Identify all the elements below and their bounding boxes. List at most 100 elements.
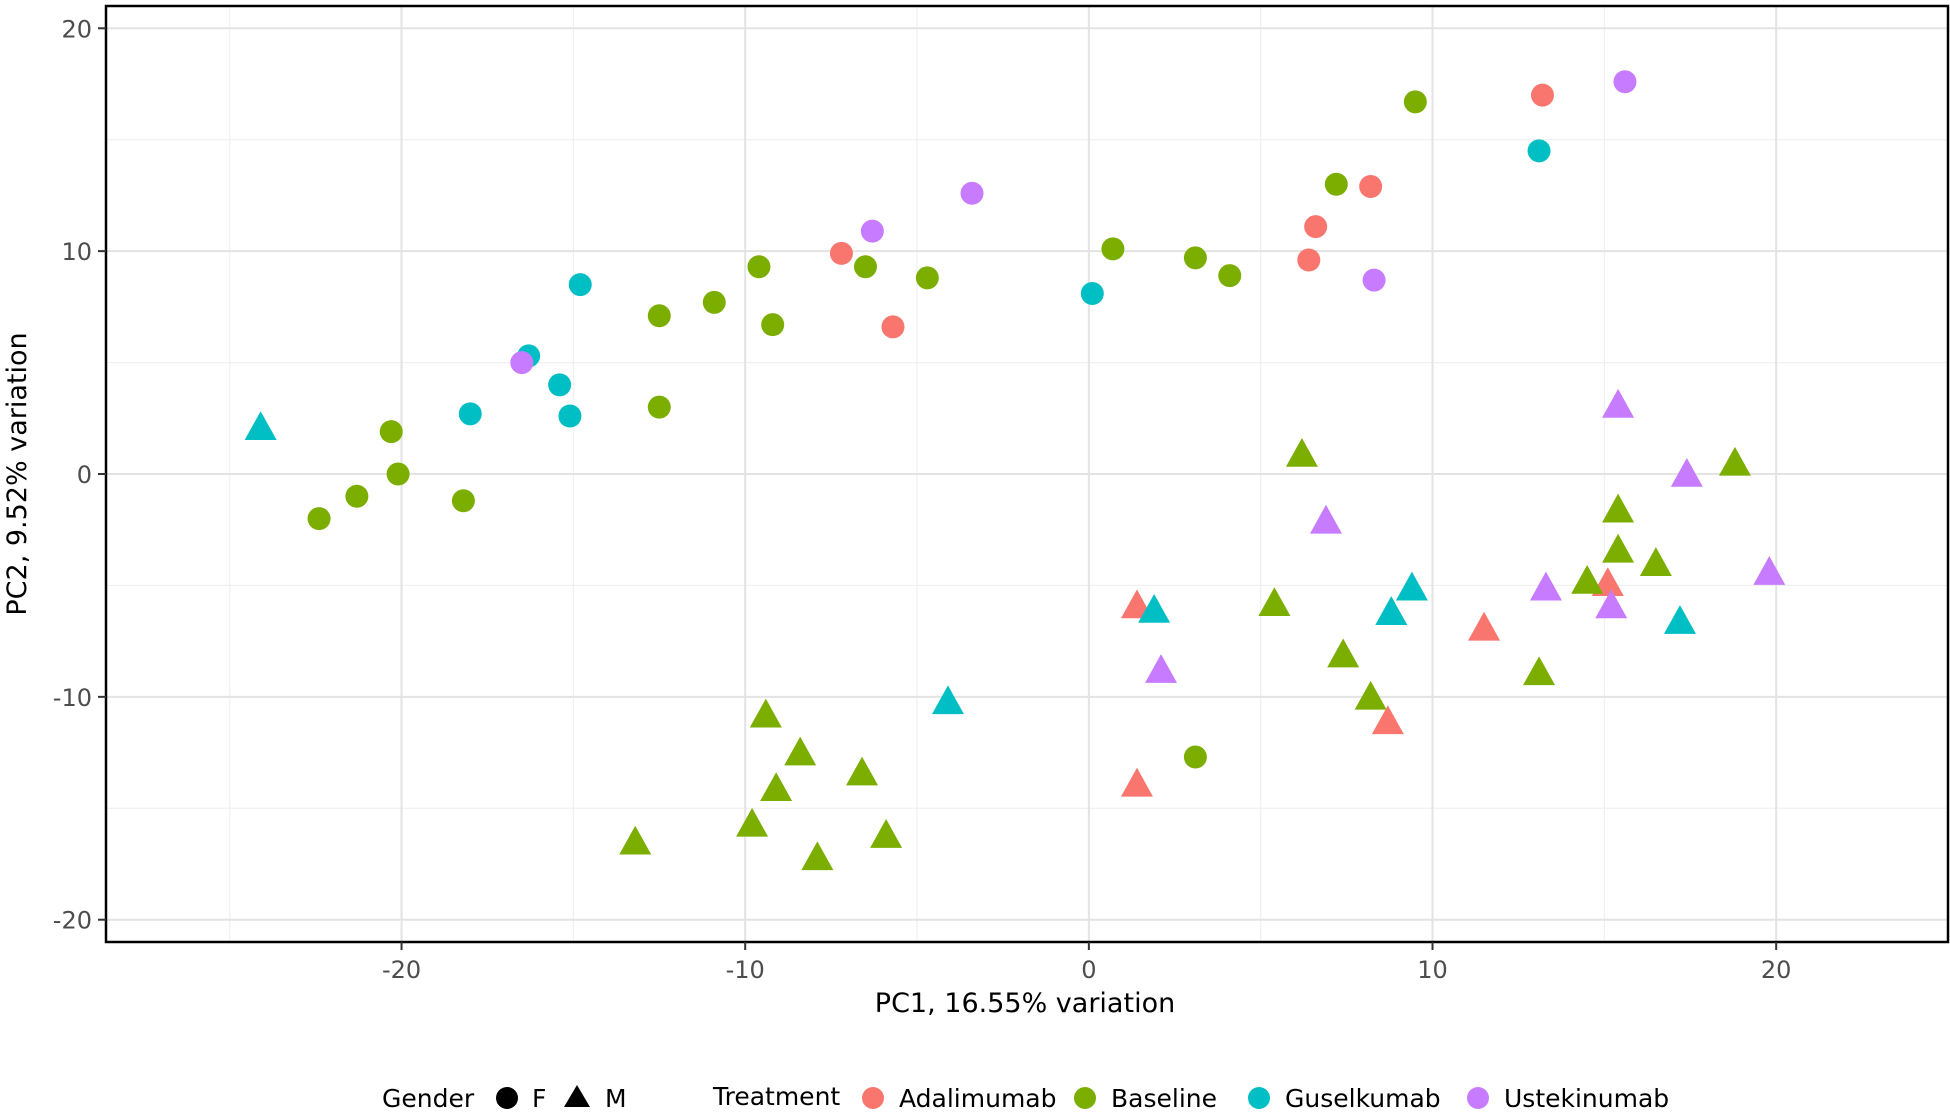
data-point-triangle: [1468, 611, 1501, 641]
data-point-circle: [1183, 745, 1207, 769]
data-point-triangle: [1753, 556, 1786, 585]
data-point-triangle: [1327, 638, 1360, 668]
data-point-circle: [1101, 237, 1125, 261]
data-point-circle: [1530, 83, 1554, 107]
data-point-triangle: [749, 698, 782, 728]
x-tick-label: 10: [1417, 956, 1448, 984]
data-point-circle: [647, 395, 671, 419]
data-point-circle: [1324, 172, 1348, 196]
data-point-triangle: [1395, 571, 1428, 601]
y-axis-title: PC2, 9.52% variation: [2, 332, 33, 615]
data-point-triangle: [931, 685, 964, 715]
series-ustekinumab: [510, 70, 1786, 683]
data-point-circle: [1080, 281, 1104, 305]
data-point-circle: [853, 255, 877, 279]
legend-key-baseline: [1074, 1087, 1096, 1109]
data-point-circle: [510, 351, 534, 375]
y-tick-label: 20: [61, 15, 92, 43]
data-point-circle: [1304, 215, 1328, 239]
data-point-circle: [647, 304, 671, 328]
series-baseline: [307, 90, 1751, 871]
x-tick-label: -20: [382, 956, 421, 984]
data-point-triangle: [760, 772, 793, 802]
data-point-circle: [548, 373, 572, 397]
y-tick-label: 0: [77, 461, 92, 489]
data-point-circle: [1297, 248, 1321, 272]
data-point-triangle: [1571, 564, 1604, 594]
x-tick-label: 0: [1081, 956, 1096, 984]
legend-gender-m-label: M: [605, 1084, 627, 1113]
legend-treatment-title: Treatment: [712, 1082, 840, 1111]
data-point-circle: [747, 255, 771, 279]
data-point-triangle: [244, 411, 277, 440]
legend-gender-title: Gender: [382, 1084, 475, 1113]
data-point-circle: [860, 219, 884, 243]
series-guselkumab: [244, 139, 1696, 715]
data-point-triangle: [1602, 388, 1635, 418]
y-tick-label: 10: [61, 238, 92, 266]
legend-label-adalimumab: Adalimumab: [899, 1084, 1056, 1113]
data-point-triangle: [1354, 680, 1387, 710]
data-point-triangle: [1285, 437, 1318, 467]
data-point-triangle: [1138, 593, 1171, 623]
data-point-triangle: [846, 756, 879, 786]
data-point-circle: [1218, 264, 1242, 288]
data-point-circle: [1527, 139, 1551, 163]
data-point-triangle: [619, 825, 652, 855]
data-point-triangle: [1258, 587, 1291, 617]
data-point-triangle: [1371, 705, 1404, 735]
y-tick-label: -20: [53, 907, 92, 935]
data-point-triangle: [870, 819, 903, 848]
data-point-circle: [881, 315, 905, 339]
y-tick-label: -10: [53, 684, 92, 712]
x-tick-label: -10: [726, 956, 765, 984]
data-point-circle: [960, 181, 984, 205]
data-point-triangle: [1145, 654, 1178, 683]
data-point-triangle: [1120, 767, 1153, 797]
grid: [106, 6, 1948, 942]
data-point-triangle: [1602, 493, 1635, 523]
data-point-triangle: [1602, 533, 1635, 563]
legend-treatment: Treatment Adalimumab Baseline Guselkumab Us…: [712, 1082, 1669, 1113]
data-point-circle: [702, 290, 726, 314]
legend-label-baseline: Baseline: [1111, 1084, 1217, 1113]
data-point-circle: [307, 507, 331, 531]
data-point-triangle: [736, 807, 769, 837]
data-point-triangle: [1663, 605, 1696, 634]
data-point-circle: [568, 273, 592, 297]
legend-circle-icon: [496, 1087, 518, 1109]
data-point-triangle: [1639, 547, 1672, 576]
data-point-triangle: [784, 736, 817, 766]
data-point-circle: [1403, 90, 1427, 114]
data-point-circle: [379, 420, 403, 444]
x-tick-label: 20: [1761, 956, 1792, 984]
data-point-circle: [829, 241, 853, 265]
data-point-triangle: [1375, 596, 1408, 625]
data-point-circle: [761, 313, 785, 337]
data-point-triangle: [1595, 589, 1628, 619]
data-point-circle: [915, 266, 939, 290]
data-point-triangle: [1529, 571, 1562, 601]
data-point-circle: [1613, 70, 1637, 94]
data-point-triangle: [1718, 446, 1751, 476]
data-point-triangle: [1670, 458, 1703, 487]
legend-label-ustekinumab: Ustekinumab: [1504, 1084, 1669, 1113]
legend-gender: Gender F M: [382, 1084, 627, 1113]
x-axis-title: PC1, 16.55% variation: [875, 988, 1175, 1019]
legend-triangle-icon: [564, 1085, 590, 1107]
data-point-circle: [558, 404, 582, 428]
data-point-circle: [1362, 268, 1386, 292]
data-point-circle: [451, 489, 475, 513]
data-point-triangle: [1309, 504, 1342, 534]
legend-label-guselkumab: Guselkumab: [1285, 1084, 1441, 1113]
data-point-triangle: [801, 841, 834, 871]
data-point-triangle: [1523, 656, 1556, 686]
data-point-circle: [1183, 246, 1207, 270]
axis-ticks: -20 -10 0 10 20 -20 -10 0 10 20: [53, 15, 1792, 984]
data-point-circle: [1359, 175, 1383, 199]
legend-key-adalimumab: [862, 1087, 884, 1109]
legend-key-ustekinumab: [1467, 1087, 1489, 1109]
legend-key-guselkumab: [1248, 1087, 1270, 1109]
data-point-circle: [345, 484, 369, 508]
